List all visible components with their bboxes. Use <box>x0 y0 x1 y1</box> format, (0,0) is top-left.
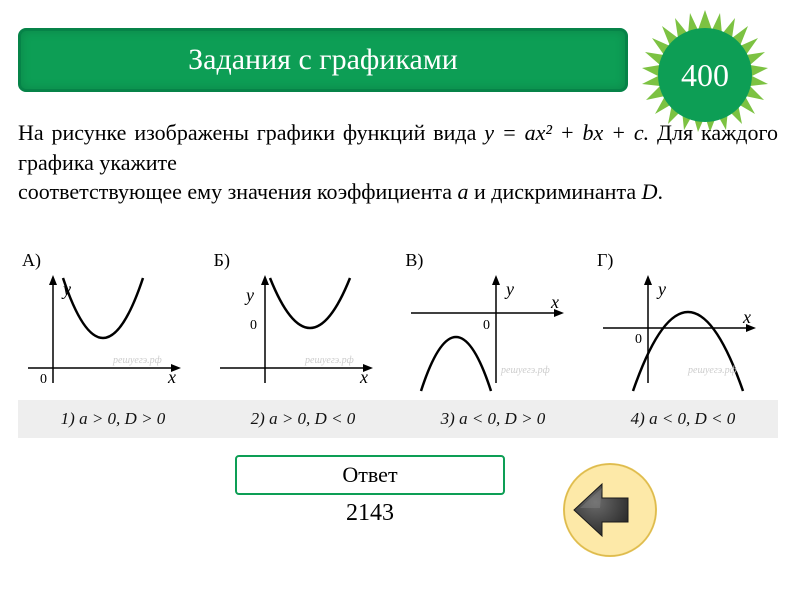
option-4: 4) a < 0, D < 0 <box>631 409 736 429</box>
svg-text:x: x <box>742 307 751 327</box>
option-1: 1) a > 0, D > 0 <box>61 409 166 429</box>
svg-text:y: y <box>244 285 254 305</box>
graph-cell-a: А) y x 0 решуегэ.рф <box>18 250 203 393</box>
option-3: 3) a < 0, D > 0 <box>441 409 546 429</box>
question-var-d: D <box>642 179 658 204</box>
watermark: решуегэ.рф <box>687 365 737 376</box>
svg-text:0: 0 <box>483 318 490 333</box>
graph-v-icon: y x 0 решуегэ.рф <box>401 273 571 393</box>
watermark: решуегэ.рф <box>500 365 550 376</box>
graph-g-icon: y x 0 решуегэ.рф <box>593 273 763 393</box>
svg-text:y: y <box>504 279 514 299</box>
graph-cell-v: В) y x 0 решуегэ.рф <box>401 250 586 393</box>
graph-label-v: В) <box>401 250 586 271</box>
answer-button[interactable]: Ответ <box>235 455 505 495</box>
answer-button-label: Ответ <box>342 462 397 488</box>
badge-circle: 400 <box>658 28 752 122</box>
graph-b-icon: y x 0 решуегэ.рф <box>210 273 380 393</box>
option-2: 2) a > 0, D < 0 <box>251 409 356 429</box>
svg-text:x: x <box>359 367 368 387</box>
svg-text:0: 0 <box>40 372 47 387</box>
graph-cell-g: Г) y x 0 решуегэ.рф <box>593 250 778 393</box>
question-text: На рисунке изображены графики функций ви… <box>18 118 778 207</box>
watermark: решуегэ.рф <box>112 355 162 366</box>
graph-label-a: А) <box>18 250 203 271</box>
svg-text:0: 0 <box>250 318 257 333</box>
svg-text:x: x <box>167 367 176 387</box>
back-button[interactable] <box>560 460 660 560</box>
back-arrow-icon <box>560 460 660 560</box>
question-end: . <box>658 179 664 204</box>
header-title: Задания с графиками <box>188 43 458 77</box>
svg-text:x: x <box>550 292 559 312</box>
watermark: решуегэ.рф <box>304 355 354 366</box>
header-banner: Задания с графиками <box>18 28 628 92</box>
svg-text:0: 0 <box>635 332 642 347</box>
question-part2: соответствующее ему значения коэффициент… <box>18 179 457 204</box>
question-formula: y = ax² + bx + c. <box>484 120 649 145</box>
options-bar: 1) a > 0, D > 0 2) a > 0, D < 0 3) a < 0… <box>18 400 778 438</box>
graph-a-icon: y x 0 решуегэ.рф <box>18 273 188 393</box>
graph-cell-b: Б) y x 0 решуегэ.рф <box>210 250 395 393</box>
question-var-a: a <box>457 179 468 204</box>
question-mid: и дискриминанта <box>468 179 641 204</box>
graph-label-b: Б) <box>210 250 395 271</box>
svg-text:y: y <box>656 279 666 299</box>
badge-points: 400 <box>681 57 729 94</box>
graph-label-g: Г) <box>593 250 778 271</box>
question-part1: На рисунке изображены графики функций ви… <box>18 120 484 145</box>
graphs-row: А) y x 0 решуегэ.рф Б) y x 0 решуегэ.рф <box>18 250 778 393</box>
answer-value: 2143 <box>235 500 505 527</box>
